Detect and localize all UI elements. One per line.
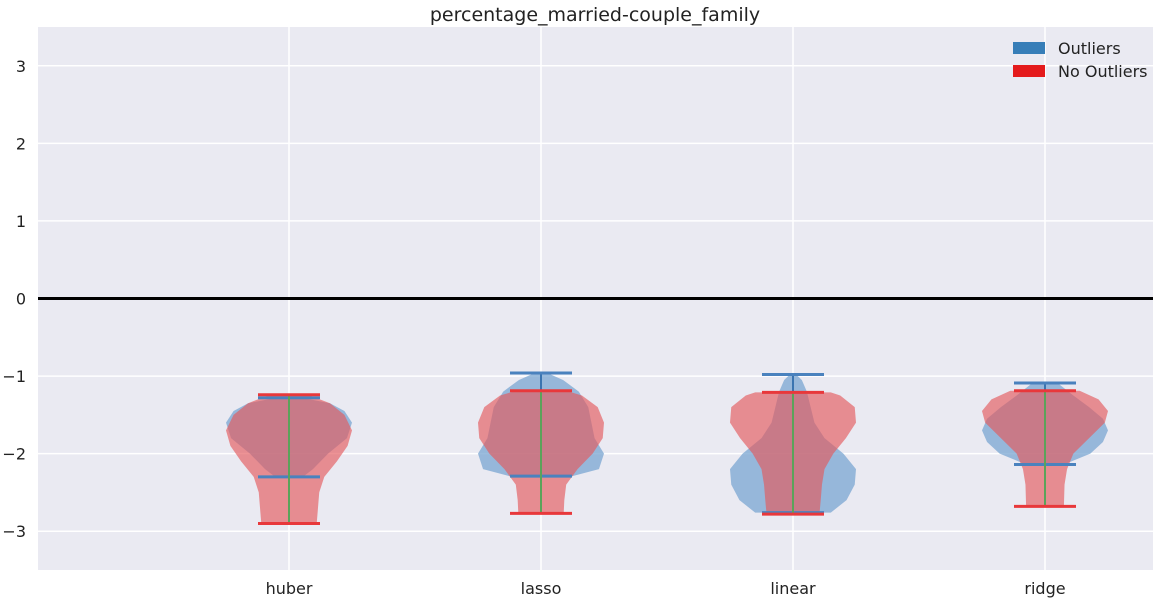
violin-extrema-no-outliers (258, 389, 1076, 525)
y-tick-label: 1 (16, 212, 26, 231)
x-tick-label: huber (266, 579, 313, 598)
y-tick-label: −2 (2, 445, 26, 464)
y-tick-label: 2 (16, 134, 26, 153)
chart-title: percentage_married-couple_family (430, 4, 760, 26)
y-tick-labels: −3 −2 −1 0 1 2 3 (2, 57, 26, 541)
y-tick-label: 0 (16, 290, 26, 309)
legend-swatch (1013, 65, 1045, 77)
legend: Outliers No Outliers (1013, 39, 1148, 81)
legend-label: No Outliers (1058, 62, 1148, 81)
y-tick-label: 3 (16, 57, 26, 76)
legend-swatch (1013, 42, 1045, 54)
x-tick-label: lasso (521, 579, 562, 598)
x-tick-label: ridge (1024, 579, 1065, 598)
legend-label: Outliers (1058, 39, 1121, 58)
x-tick-labels: huber lasso linear ridge (266, 579, 1066, 598)
x-tick-label: linear (770, 579, 816, 598)
y-tick-label: −3 (2, 522, 26, 541)
violins (226, 371, 1108, 525)
y-tick-label: −1 (2, 367, 26, 386)
